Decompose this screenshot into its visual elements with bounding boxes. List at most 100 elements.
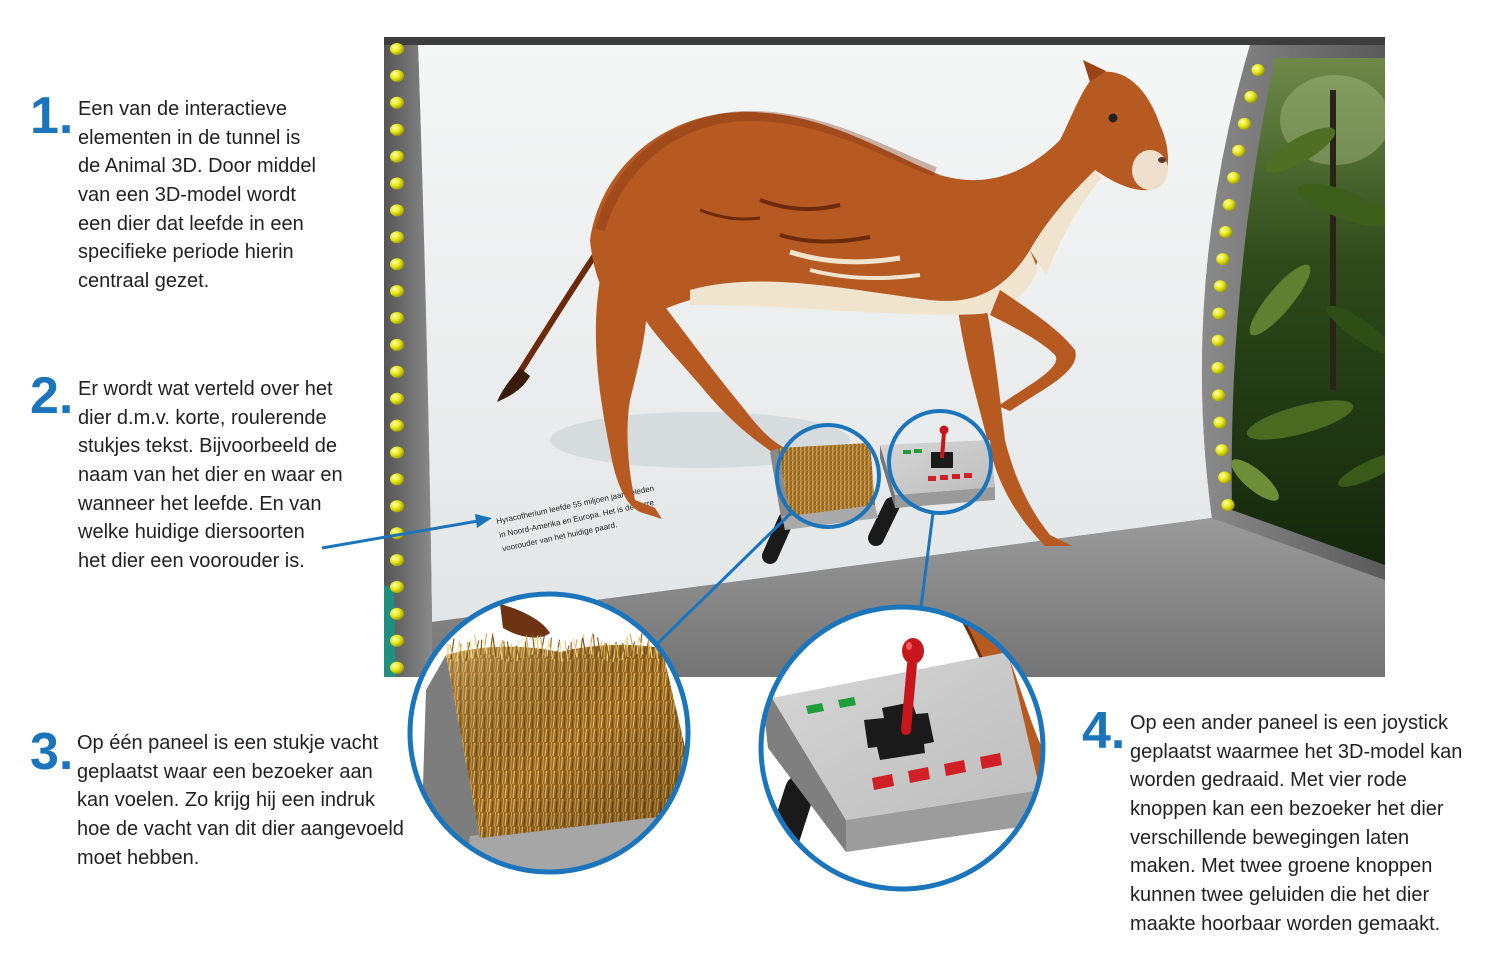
- fur-strand: [522, 637, 527, 659]
- light-dot: [390, 661, 404, 674]
- annotation-text-2: Er wordt wat verteld over het dier d.m.v…: [78, 375, 343, 576]
- panel-front: [846, 790, 1040, 852]
- annotation-number: 1.: [30, 87, 74, 145]
- animal-tail: [512, 252, 598, 383]
- joystick-knob: [939, 425, 949, 435]
- light-dot: [390, 338, 404, 351]
- fur-strand: [531, 634, 536, 655]
- annotation-line: elementen in de tunnel is: [78, 126, 301, 149]
- annotation-line: geplaatst waarmee het 3D-model kan: [1130, 740, 1463, 763]
- fur-strand: [506, 641, 512, 663]
- red-button: [944, 760, 966, 776]
- fur-strand: [546, 639, 550, 657]
- annotation-line: hoe de vacht van dit dier aangevoeld: [77, 818, 404, 841]
- annotation-line: centraal gezet.: [78, 270, 210, 293]
- fur-strand: [582, 637, 587, 655]
- fur-strand: [489, 633, 494, 655]
- jungle-leaf: [1249, 264, 1311, 336]
- annotation-line: Een van de interactieve: [78, 98, 288, 120]
- jungle-leaf: [1231, 459, 1279, 501]
- fur-strand: [636, 638, 640, 655]
- red-button: [980, 753, 1002, 769]
- annotation-line: verschillende bewegingen laten: [1130, 826, 1410, 849]
- annotation-number: 3.: [30, 723, 74, 781]
- joystick-base: [864, 702, 934, 760]
- fur-strand: [629, 633, 635, 655]
- light-dot: [390, 123, 404, 136]
- light-dot: [390, 554, 404, 567]
- fur-strand: [647, 637, 650, 657]
- green-button: [806, 703, 824, 714]
- light-dot: [1211, 361, 1225, 374]
- annotation-line: worden gedraaid. Met vier rode: [1130, 769, 1407, 792]
- annotation-line: Op een ander paneel is een joystick: [1130, 712, 1448, 734]
- joystick-panel-front: [895, 487, 995, 508]
- light-dot: [1216, 253, 1230, 266]
- green-button: [914, 449, 922, 453]
- fur-highlight-circle: [775, 423, 881, 529]
- annotation-text-3: Op één paneel is een stukje vacht geplaa…: [77, 729, 404, 872]
- joystick-highlight-circle: [887, 409, 993, 515]
- arrow-head: [475, 514, 492, 528]
- joystick-knob-highlight: [906, 642, 912, 650]
- light-dot: [1213, 416, 1227, 429]
- fur-strand: [458, 642, 464, 662]
- light-dot: [1244, 90, 1258, 103]
- annotation-line: kan voelen. Zo krijg hij een indruk: [77, 789, 375, 812]
- fur-strand: [615, 643, 620, 662]
- annotation-line: van een 3D-model wordt: [78, 184, 296, 207]
- light-dot: [390, 69, 404, 82]
- fur-strand: [579, 637, 584, 656]
- light-dot: [1232, 144, 1246, 157]
- annotation-line: een dier dat leefde in een: [78, 212, 304, 235]
- tunnel-scene: Hyracotherium leefde 55 miljoen jaar gel…: [384, 37, 1385, 677]
- joystick-base: [931, 452, 953, 468]
- joystick-zoom-circle: [758, 604, 1046, 892]
- jungle-leaf: [1297, 183, 1385, 227]
- annotation-line: specifieke periode hierin: [78, 241, 294, 264]
- jungle-trunk: [1330, 90, 1336, 390]
- light-dot: [1215, 444, 1229, 457]
- annotation-line: maken. Met twee groene knoppen: [1130, 855, 1433, 878]
- red-button: [928, 476, 936, 481]
- fur-strand: [559, 641, 563, 663]
- annotation-line: naam van het dier en waar en: [78, 464, 343, 487]
- fur-strand: [592, 634, 596, 656]
- animal-front-leg-right: [958, 300, 1072, 546]
- animal-belly: [690, 250, 1038, 315]
- light-dot: [1227, 171, 1241, 184]
- fur-strand: [483, 633, 488, 655]
- fur-strand: [626, 636, 629, 658]
- animal-eye: [1108, 113, 1118, 123]
- light-dot: [390, 231, 404, 244]
- red-button: [952, 474, 960, 479]
- annotation-text-1: Een van de interactieve elementen in de …: [78, 95, 316, 296]
- fur-strand: [499, 640, 503, 660]
- fur-strand: [605, 643, 611, 662]
- joystick-stick: [901, 659, 917, 735]
- fur-block-shading: [446, 644, 687, 838]
- joystick-panel-side: [880, 445, 895, 508]
- animal-nostril: [1158, 157, 1166, 163]
- left-tunnel-wall: [384, 37, 432, 677]
- annotation-line: maakte hoorbaar worden gemaakt.: [1130, 912, 1441, 935]
- annotation-line: wanneer het leefde. En van: [78, 492, 322, 515]
- annotation-line: geplaatst waar een bezoeker aan: [77, 760, 373, 783]
- jungle-leaf: [1338, 453, 1385, 487]
- red-button: [940, 475, 948, 480]
- animal-stripe: [699, 208, 761, 221]
- light-dot: [390, 581, 404, 593]
- light-dot: [390, 500, 404, 513]
- fur-strand: [572, 637, 578, 658]
- fur-strand: [474, 635, 479, 656]
- joystick-icon: [902, 638, 924, 664]
- animal-light-stripe: [789, 249, 901, 265]
- red-button: [964, 473, 972, 478]
- green-button: [903, 450, 911, 454]
- right-wall-lights: [1211, 64, 1265, 511]
- light-dot: [390, 43, 404, 55]
- fur-strand: [456, 641, 460, 662]
- light-dot: [1219, 225, 1233, 238]
- annotation-line: moet hebben.: [77, 846, 200, 869]
- annotation-line: kunnen twee geluiden die het dier: [1130, 884, 1430, 907]
